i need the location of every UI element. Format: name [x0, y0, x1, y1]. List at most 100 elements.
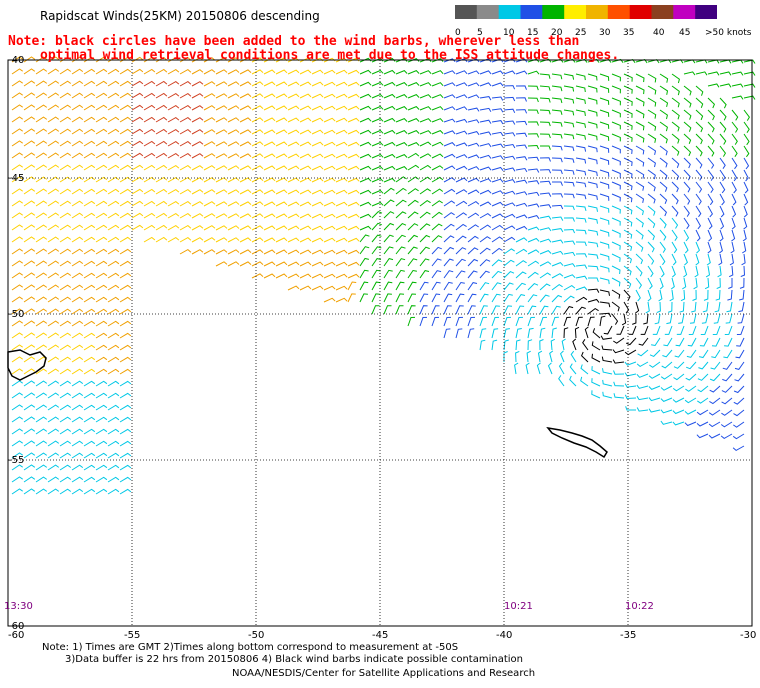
- wind-barb: [455, 328, 463, 339]
- wind-barb: [395, 211, 407, 219]
- wind-barb: [11, 200, 23, 207]
- wind-barb: [575, 316, 583, 327]
- wind-barb: [143, 188, 156, 195]
- wind-barb: [503, 351, 508, 362]
- wind-barb: [131, 80, 144, 87]
- wind-barb: [383, 305, 392, 315]
- wind-barb: [347, 293, 356, 303]
- wind-barb: [227, 153, 240, 159]
- wind-barb: [287, 81, 300, 87]
- wind-barb: [539, 316, 548, 327]
- wind-barb: [287, 129, 300, 135]
- wind-barb: [95, 428, 108, 435]
- wind-barb: [612, 359, 625, 364]
- wind-barb: [443, 106, 456, 111]
- wind-barb: [431, 200, 443, 207]
- wind-barb: [635, 205, 644, 216]
- wind-barb: [299, 105, 312, 111]
- wind-barb: [407, 82, 420, 87]
- wind-barb: [35, 248, 48, 255]
- wind-barb: [347, 153, 360, 159]
- wind-barb: [311, 105, 324, 111]
- wind-barb: [299, 81, 312, 87]
- wind-barb: [558, 375, 565, 387]
- wind-barb: [743, 109, 751, 121]
- scale-swatch: [586, 5, 609, 19]
- wind-barb: [47, 68, 60, 75]
- wind-barb: [431, 106, 444, 111]
- wind-barb: [547, 362, 553, 375]
- wind-barb: [179, 104, 192, 111]
- wind-barb: [35, 332, 48, 339]
- wind-barb: [515, 70, 528, 75]
- wind-barb: [119, 152, 132, 159]
- wind-barb: [395, 281, 405, 291]
- wind-barb: [83, 260, 96, 267]
- wind-barb: [719, 205, 725, 218]
- wind-barb: [35, 68, 48, 75]
- wind-barb: [155, 224, 168, 231]
- wind-barb: [660, 397, 673, 402]
- wind-barb: [636, 373, 649, 378]
- wind-barb: [659, 277, 664, 290]
- wind-barb: [635, 265, 643, 277]
- wind-barb: [335, 93, 348, 99]
- wind-barb: [59, 116, 72, 123]
- wind-barb: [287, 117, 300, 123]
- wind-barb: [722, 361, 733, 370]
- wind-barb: [673, 361, 685, 369]
- wind-barb: [551, 109, 563, 115]
- wind-barb: [323, 273, 336, 279]
- wind-barb: [59, 416, 72, 423]
- wind-barb: [503, 225, 516, 231]
- wind-barb: [191, 225, 204, 231]
- wind-barb: [299, 285, 312, 291]
- wind-barb: [611, 73, 621, 82]
- wind-barb: [191, 141, 204, 147]
- wind-barb: [515, 214, 528, 219]
- wind-barb: [599, 277, 610, 285]
- wind-barb: [678, 313, 685, 324]
- wind-barb: [203, 117, 216, 123]
- wind-barb: [636, 361, 649, 368]
- wind-barb: [539, 261, 552, 267]
- wind-barb: [611, 121, 621, 130]
- wind-barb: [575, 121, 586, 128]
- wind-barb: [587, 85, 598, 93]
- wind-barb: [575, 97, 586, 104]
- wind-barb: [107, 392, 120, 399]
- wind-barb: [575, 205, 587, 212]
- wind-barb: [107, 488, 120, 495]
- wind-barb: [635, 229, 644, 240]
- wind-barb: [539, 192, 552, 197]
- wind-barb: [455, 316, 464, 327]
- wind-barb: [731, 205, 737, 218]
- wind-barb: [719, 109, 727, 121]
- wind-barb: [35, 92, 48, 99]
- wind-barb: [591, 341, 601, 351]
- wind-barb: [527, 58, 540, 63]
- wind-barb: [35, 80, 48, 87]
- wind-barb: [581, 351, 589, 363]
- wind-barb: [491, 155, 504, 160]
- wind-barb: [695, 109, 704, 121]
- wind-barb: [35, 416, 48, 423]
- wind-barb: [23, 260, 36, 267]
- wind-barb: [371, 222, 382, 231]
- wind-barb: [35, 452, 48, 459]
- wind-barb: [551, 316, 559, 327]
- wind-barb: [515, 144, 528, 149]
- wind-barb: [311, 93, 324, 99]
- wind-barb: [623, 205, 633, 215]
- wind-barb: [407, 199, 419, 207]
- wind-barb: [335, 153, 348, 159]
- wind-barb: [287, 105, 300, 111]
- wind-barb: [47, 332, 60, 339]
- wind-barb: [227, 69, 240, 75]
- wind-barb: [131, 128, 144, 135]
- wind-barb: [467, 270, 478, 279]
- wind-barb: [643, 313, 649, 325]
- wind-barb: [707, 157, 715, 169]
- wind-barb: [395, 94, 408, 99]
- wind-barb: [83, 272, 96, 279]
